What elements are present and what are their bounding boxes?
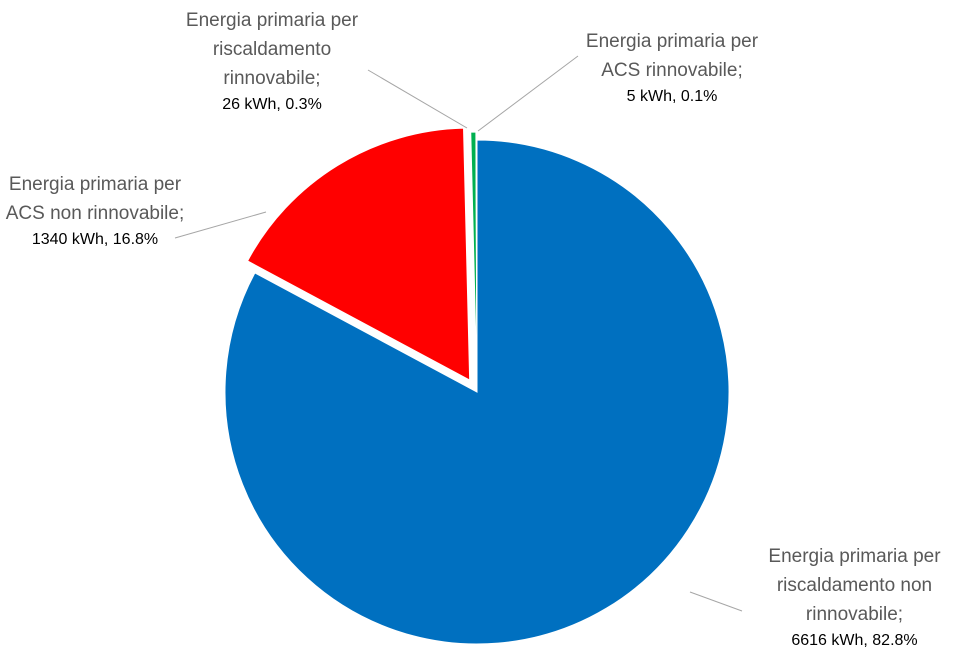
category-label: Energia primaria per riscaldamento non r… [768, 546, 941, 625]
pie-slice [475, 139, 478, 393]
leader-line [477, 55, 579, 132]
value-label: 5 kWh, 0.1% [626, 88, 718, 105]
value-label: 1340 kWh, 16.8% [31, 231, 159, 248]
pie-slice [246, 127, 471, 381]
value-label: 26 kWh, 0.3% [222, 96, 322, 113]
category-label: Energia primaria per ACS non rinnovabile… [5, 174, 185, 224]
leader-line [174, 211, 267, 239]
slice-label: Energia primaria per ACS rinnovabile; 5 … [572, 27, 772, 109]
slice-label: Energia primaria per riscaldamento rinno… [172, 6, 372, 117]
pie-slice [470, 131, 478, 385]
category-label: Energia primaria per riscaldamento rinno… [185, 10, 359, 89]
category-label: Energia primaria per ACS rinnovabile; [585, 31, 759, 81]
slice-label: Energia primaria per riscaldamento non r… [752, 542, 957, 653]
value-label: 6616 kWh, 82.8% [791, 632, 918, 649]
leader-line [689, 591, 743, 612]
leader-line [367, 69, 468, 129]
slice-label: Energia primaria per ACS non rinnovabile… [0, 170, 190, 252]
